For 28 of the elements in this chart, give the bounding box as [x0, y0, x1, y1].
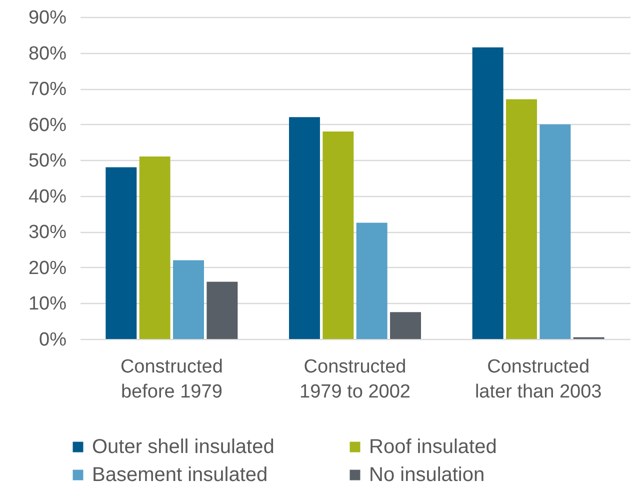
legend-label: Basement insulated [92, 464, 268, 486]
legend-label: Outer shell insulated [92, 436, 274, 458]
bar [139, 156, 170, 339]
y-tick-label: 40% [28, 186, 67, 208]
bar [506, 99, 537, 339]
y-tick-label: 70% [28, 79, 67, 100]
x-tick-label: Constructed later than 2003 [474, 356, 602, 402]
bar [356, 222, 388, 339]
bar [173, 260, 204, 339]
y-tick-label: 10% [28, 294, 67, 315]
bar [472, 47, 504, 339]
y-tick-label: 90% [28, 8, 67, 28]
y-tick-label: 80% [28, 43, 67, 64]
bar [322, 131, 354, 339]
x-tick-label: Constructed before 1979 [120, 356, 223, 402]
bar [390, 312, 421, 339]
y-tick-label: 60% [28, 114, 67, 136]
legend-label: No insulation [369, 464, 485, 486]
bar [289, 117, 320, 339]
legend-label: Roof insulated [369, 436, 497, 458]
x-tick-label: Constructed 1979 to 2002 [300, 356, 410, 402]
y-tick-label: 30% [28, 222, 67, 244]
y-tick-label: 50% [28, 150, 67, 172]
bar [206, 282, 238, 339]
y-tick-label: 0% [39, 330, 67, 350]
bar [106, 167, 137, 339]
bar [540, 124, 571, 339]
y-tick-label: 20% [28, 258, 67, 279]
